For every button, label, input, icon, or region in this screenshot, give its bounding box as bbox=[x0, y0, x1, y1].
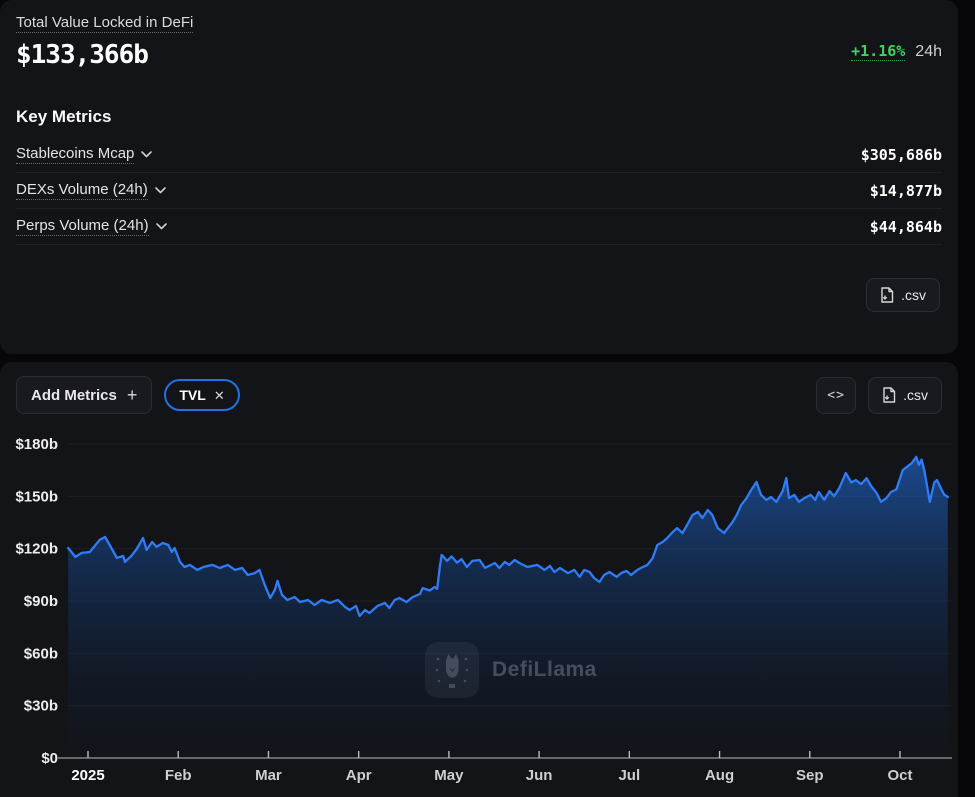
svg-text:Oct: Oct bbox=[887, 767, 912, 784]
add-metrics-label: Add Metrics bbox=[31, 386, 117, 404]
svg-text:Jul: Jul bbox=[618, 767, 640, 784]
key-metrics-heading: Key Metrics bbox=[16, 107, 112, 126]
svg-text:$150b: $150b bbox=[15, 488, 58, 505]
svg-text:$60b: $60b bbox=[24, 645, 58, 662]
key-metrics-list: Stablecoins Mcap $305,686b DEXs Volume (… bbox=[16, 137, 942, 245]
svg-text:$0: $0 bbox=[41, 750, 58, 767]
download-csv-button[interactable]: .csv bbox=[868, 376, 942, 414]
chevron-down-icon bbox=[141, 151, 153, 158]
metric-row-dexs: DEXs Volume (24h) $14,877b bbox=[16, 173, 942, 209]
csv-file-icon bbox=[883, 387, 896, 403]
metric-label-perps[interactable]: Perps Volume (24h) bbox=[16, 217, 167, 236]
svg-text:Apr: Apr bbox=[346, 767, 372, 784]
metric-value-perps: $44,864b bbox=[869, 217, 942, 236]
csv-file-icon bbox=[881, 287, 894, 303]
close-icon[interactable]: ✕ bbox=[213, 387, 225, 403]
metric-label-dexs[interactable]: DEXs Volume (24h) bbox=[16, 181, 166, 200]
page-title[interactable]: Total Value Locked in DeFi bbox=[16, 14, 194, 33]
chevron-down-icon bbox=[155, 223, 167, 230]
metric-row-perps: Perps Volume (24h) $44,864b bbox=[16, 209, 942, 245]
svg-text:$180b: $180b bbox=[15, 436, 58, 453]
svg-text:Mar: Mar bbox=[255, 767, 282, 784]
svg-text:Sep: Sep bbox=[796, 767, 824, 784]
tvl-area-chart[interactable]: $180b $150b $120b $90b $60b $30b $0 2025 Feb Mar A… bbox=[0, 422, 958, 797]
chart-header-actions: <> .csv bbox=[816, 376, 942, 414]
csv-button-label: .csv bbox=[901, 287, 926, 303]
svg-text:$30b: $30b bbox=[24, 698, 58, 715]
chart-tick-labels: $180b $150b $120b $90b $60b $30b $0 2025 Feb Mar A… bbox=[15, 436, 912, 784]
chip-label: TVL bbox=[179, 387, 206, 403]
chart-toolbar: Add Metrics + TVL ✕ <> .csv bbox=[0, 362, 958, 414]
csv-button-label: .csv bbox=[903, 387, 928, 403]
plus-icon: + bbox=[126, 385, 138, 405]
chart-axes bbox=[58, 751, 952, 759]
tvl-total-value: $133,366b bbox=[16, 40, 149, 70]
svg-text:Aug: Aug bbox=[705, 767, 734, 784]
chevron-down-icon bbox=[154, 187, 166, 194]
svg-text:$120b: $120b bbox=[15, 541, 58, 558]
change-percent[interactable]: +1.16% bbox=[851, 42, 906, 61]
metric-value-stablecoins: $305,686b bbox=[860, 145, 942, 164]
svg-text:May: May bbox=[434, 767, 464, 784]
chart-series bbox=[67, 455, 949, 758]
tvl-value-row: $133,366b +1.16% 24h bbox=[16, 40, 942, 70]
metric-label-stablecoins[interactable]: Stablecoins Mcap bbox=[16, 145, 153, 164]
change-period-label: 24h bbox=[915, 43, 942, 60]
download-csv-button[interactable]: .csv bbox=[866, 278, 940, 312]
svg-text:Feb: Feb bbox=[165, 767, 192, 784]
metrics-panel: Total Value Locked in DeFi $133,366b +1.… bbox=[0, 0, 958, 354]
metric-row-stablecoins: Stablecoins Mcap $305,686b bbox=[16, 137, 942, 173]
svg-text:2025: 2025 bbox=[71, 767, 104, 784]
svg-text:Jun: Jun bbox=[526, 767, 553, 784]
embed-code-button[interactable]: <> bbox=[816, 376, 857, 414]
tvl-metric-chip[interactable]: TVL ✕ bbox=[164, 379, 240, 411]
add-metrics-button[interactable]: Add Metrics + bbox=[16, 376, 153, 414]
embed-icon: <> bbox=[827, 387, 845, 403]
svg-text:$90b: $90b bbox=[24, 593, 58, 610]
change-group: +1.16% 24h bbox=[851, 42, 942, 61]
chart-panel: Add Metrics + TVL ✕ <> .csv bbox=[0, 362, 958, 797]
metric-value-dexs: $14,877b bbox=[869, 181, 942, 200]
